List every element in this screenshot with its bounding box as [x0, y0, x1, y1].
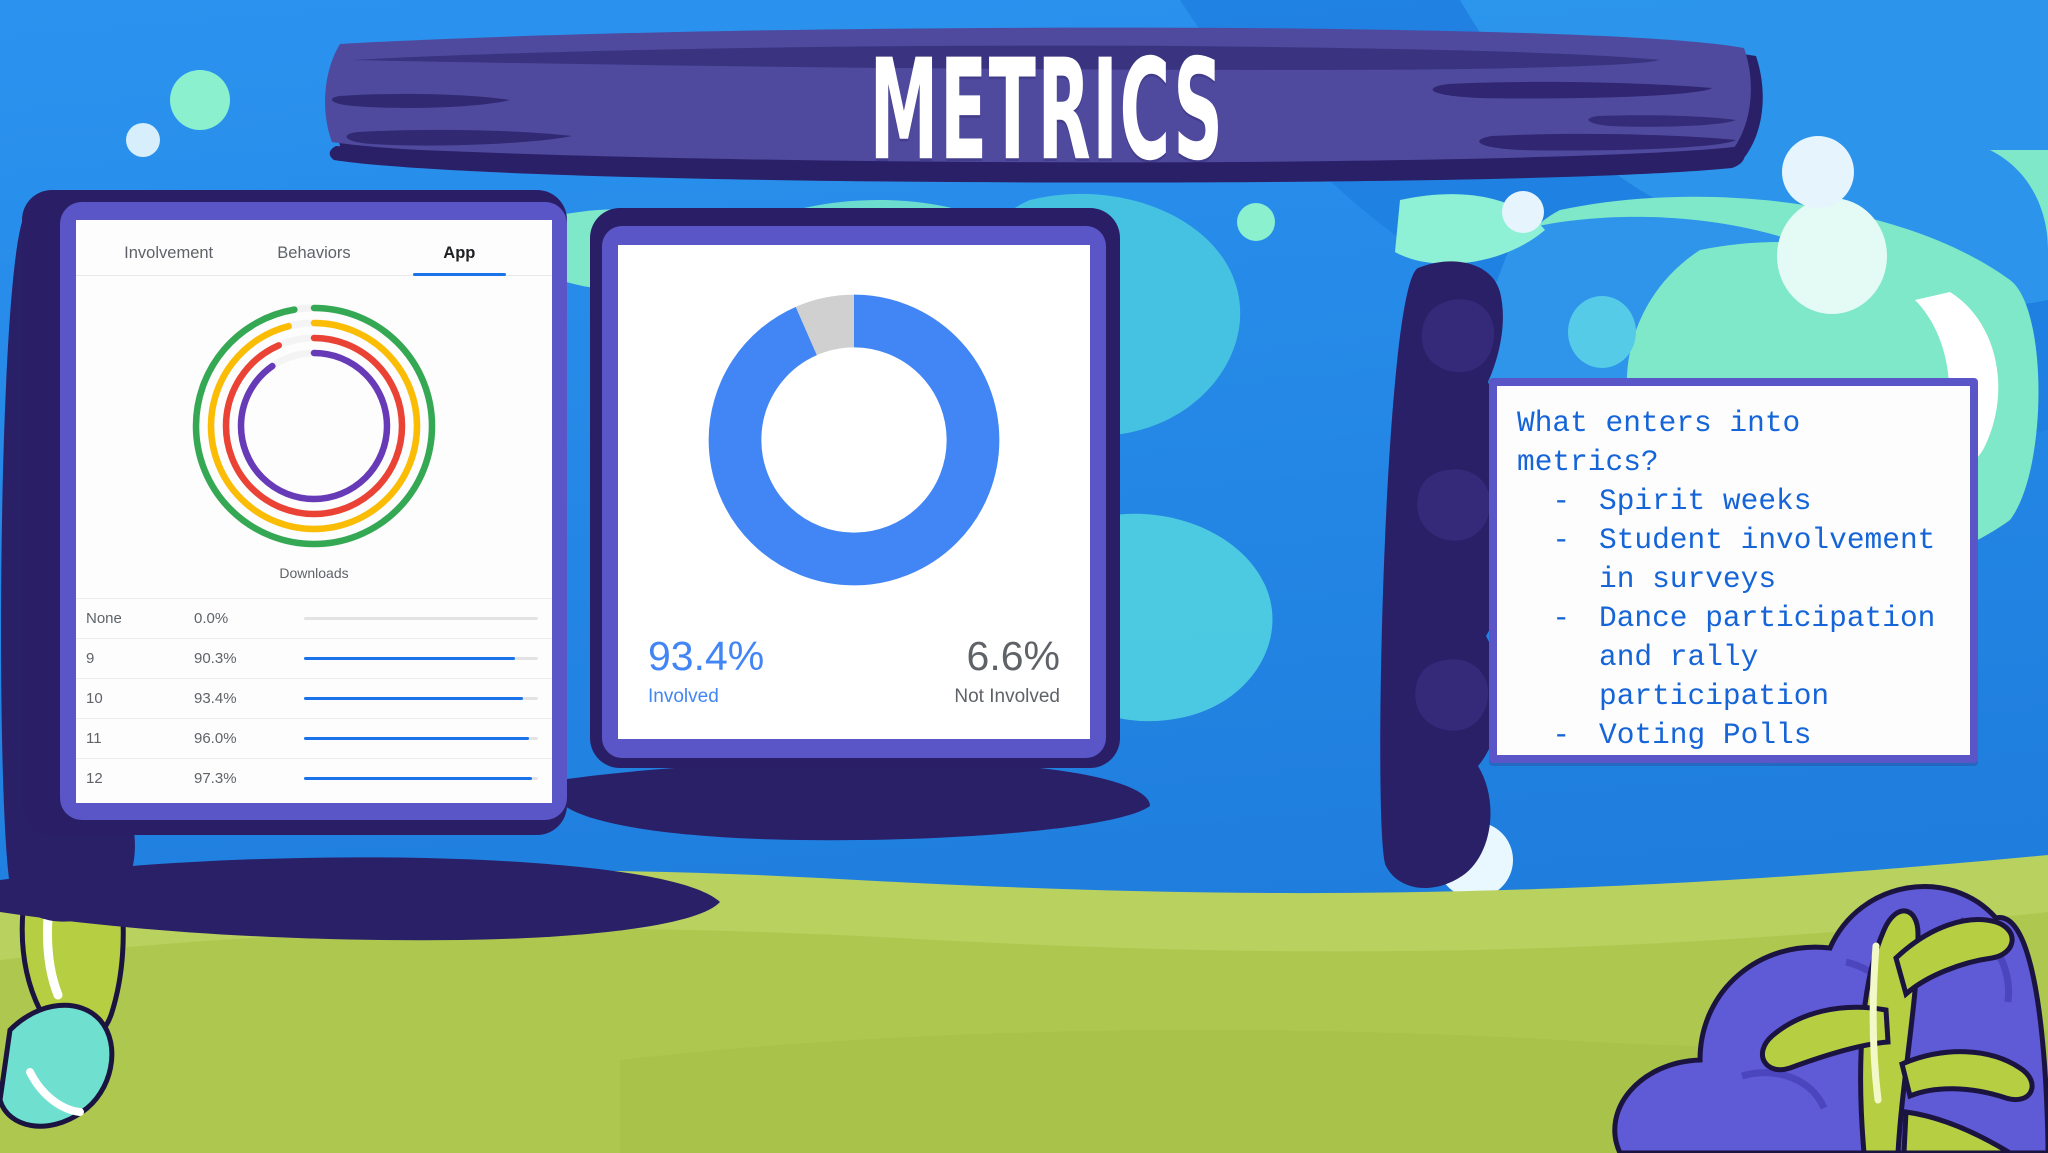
- involved-percent: 93.4%: [648, 633, 765, 679]
- involvement-device: 93.4% Involved 6.6% Not Involved: [590, 208, 1120, 768]
- row-grade: 10: [86, 690, 103, 707]
- row-bar-fill: [304, 737, 529, 740]
- ring-arc-grade-9: [237, 349, 391, 503]
- list-item-text: Dance participation and rally participat…: [1599, 600, 1954, 713]
- metrics-note-inner: What enters into metrics? - Spirit weeks …: [1497, 386, 1970, 755]
- seaweed-highlight: [1869, 942, 1882, 1104]
- bubble-mint-1: [170, 70, 230, 130]
- involvement-donut-chart: [618, 245, 1090, 635]
- row-bar-fill: [304, 697, 523, 700]
- table-row[interactable]: 11 96.0%: [76, 718, 552, 758]
- list-dash: -: [1517, 717, 1571, 752]
- rock-column-right: [1380, 261, 1504, 889]
- row-bar-fill: [304, 657, 516, 660]
- bubble-reef-small: [1568, 296, 1636, 368]
- downloads-table: None 0.0% 9 90.3% 10 93.4% 11 96.0% 12 97.3%: [76, 598, 552, 798]
- page-title: METRICS: [869, 28, 1225, 192]
- table-row[interactable]: 12 97.3%: [76, 758, 552, 798]
- list-item-text: Student involvement in surveys: [1599, 522, 1954, 596]
- row-percent: 90.3%: [194, 650, 237, 667]
- row-bar-track: [304, 777, 538, 780]
- row-percent: 97.3%: [194, 770, 237, 787]
- row-percent: 0.0%: [194, 610, 229, 627]
- chart-caption: Downloads: [279, 565, 349, 581]
- row-bar-fill: [304, 777, 532, 780]
- table-row[interactable]: 10 93.4%: [76, 678, 552, 718]
- rock-ridge-left: [0, 857, 720, 941]
- reef-edge: [1990, 150, 2048, 250]
- note-question: What enters into metrics?: [1517, 406, 1818, 479]
- not-involved-label: Not Involved: [954, 686, 1060, 708]
- title-plank: [325, 27, 1763, 183]
- legend-involved: 93.4% Involved: [648, 633, 854, 708]
- bubble-pale-5: [1502, 191, 1544, 233]
- bubble-reef-large: [1777, 198, 1887, 314]
- mid-device-screen: 93.4% Involved 6.6% Not Involved: [618, 245, 1090, 739]
- row-grade: 9: [86, 650, 95, 667]
- tab-app[interactable]: App: [387, 244, 532, 276]
- ring-arc-grade-10: [222, 334, 406, 518]
- donut-slice-not-involved: [708, 294, 1000, 586]
- rock-ridge-mid: [560, 761, 1150, 841]
- donut-svg: [708, 294, 1000, 586]
- title-plank-wrap: METRICS: [333, 30, 1761, 190]
- multi-ring-svg: [192, 304, 436, 548]
- list-item-text: Voting Polls: [1599, 717, 1812, 752]
- donut-legend: 93.4% Involved 6.6% Not Involved: [618, 633, 1090, 708]
- row-grade: 12: [86, 770, 103, 787]
- table-row[interactable]: 9 90.3%: [76, 638, 552, 678]
- analytics-tabbar: Involvement Behaviors App: [76, 220, 552, 276]
- row-bar-track: [304, 657, 538, 660]
- list-dash: -: [1517, 600, 1571, 635]
- tab-involvement[interactable]: Involvement: [124, 244, 214, 262]
- bubble-pale-1: [126, 123, 160, 157]
- metrics-note-card: What enters into metrics? - Spirit weeks …: [1489, 378, 1978, 763]
- row-bar-track: [304, 697, 538, 700]
- row-bar-track: [304, 737, 538, 740]
- row-bar-track: [304, 617, 538, 620]
- legend-not-involved: 6.6% Not Involved: [854, 633, 1060, 708]
- list-item: - Spirit weeks: [1517, 482, 1950, 521]
- left-device-screen: Involvement Behaviors App: [76, 220, 552, 803]
- bubble-pale-4: [1782, 136, 1854, 208]
- tab-behaviors[interactable]: Behaviors: [277, 244, 351, 262]
- list-item: - Dance participation and rally participa…: [1517, 599, 1950, 716]
- row-grade: None: [86, 610, 122, 627]
- ring-arc-grade-11: [207, 319, 421, 533]
- list-item: - Student involvement in surveys: [1517, 521, 1950, 599]
- not-involved-percent: 6.6%: [966, 633, 1060, 679]
- involved-label: Involved: [648, 686, 719, 708]
- row-percent: 96.0%: [194, 730, 237, 747]
- left-analytics-device: Involvement Behaviors App: [22, 190, 567, 835]
- list-item: - Voting Polls: [1517, 716, 1950, 755]
- list-dash: -: [1517, 522, 1571, 557]
- list-item-text: Spirit weeks: [1599, 483, 1812, 518]
- row-percent: 93.4%: [194, 690, 237, 707]
- list-dash: -: [1517, 483, 1571, 518]
- ring-arc-grade-12: [192, 304, 436, 548]
- bubble-mint-2: [1237, 203, 1275, 241]
- multi-ring-chart: Downloads: [76, 276, 552, 581]
- row-grade: 11: [86, 730, 102, 747]
- note-list: - Spirit weeks - Student involvement in su…: [1517, 482, 1950, 755]
- table-row[interactable]: None 0.0%: [76, 598, 552, 638]
- donut-slice-involved: [708, 294, 1000, 586]
- sea-tube-left: [0, 1002, 115, 1129]
